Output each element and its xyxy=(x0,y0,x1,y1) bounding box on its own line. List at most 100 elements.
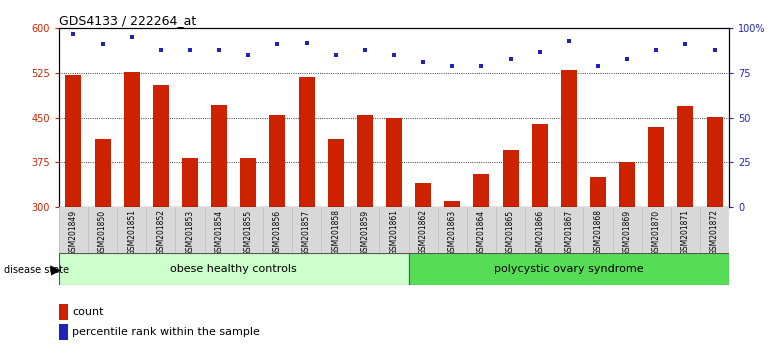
Bar xyxy=(240,158,256,207)
Bar xyxy=(525,207,554,253)
Point xyxy=(212,47,225,53)
Text: GSM201864: GSM201864 xyxy=(477,210,486,256)
Point xyxy=(329,52,342,58)
Bar xyxy=(641,207,671,253)
Bar xyxy=(677,106,693,207)
Bar xyxy=(503,150,518,207)
Point xyxy=(650,47,662,53)
Bar xyxy=(706,116,723,207)
Bar xyxy=(205,207,234,253)
Text: GSM201852: GSM201852 xyxy=(156,210,165,255)
Bar xyxy=(211,104,227,207)
Text: GSM201863: GSM201863 xyxy=(448,210,457,256)
Point xyxy=(154,47,167,53)
Text: GSM201871: GSM201871 xyxy=(681,210,690,255)
Point xyxy=(533,49,546,55)
Text: GSM201854: GSM201854 xyxy=(215,210,223,256)
Bar xyxy=(408,207,437,253)
Bar xyxy=(583,207,612,253)
Text: obese healthy controls: obese healthy controls xyxy=(170,264,297,274)
Bar xyxy=(176,207,205,253)
Bar xyxy=(619,162,635,207)
Point xyxy=(242,52,255,58)
Bar xyxy=(147,207,176,253)
Bar xyxy=(59,207,88,253)
Point xyxy=(271,41,284,47)
Bar xyxy=(153,85,169,207)
Bar xyxy=(95,138,111,207)
Text: polycystic ovary syndrome: polycystic ovary syndrome xyxy=(494,264,644,274)
Text: GSM201849: GSM201849 xyxy=(69,210,78,256)
Bar xyxy=(700,207,729,253)
Bar xyxy=(321,207,350,253)
Bar xyxy=(561,70,577,207)
Bar xyxy=(182,158,198,207)
Text: GSM201865: GSM201865 xyxy=(506,210,515,256)
Text: count: count xyxy=(72,307,103,317)
Text: percentile rank within the sample: percentile rank within the sample xyxy=(72,327,260,337)
Text: GSM201869: GSM201869 xyxy=(622,210,632,256)
Point xyxy=(417,59,430,65)
Point xyxy=(446,63,459,69)
Bar xyxy=(415,183,431,207)
Bar xyxy=(554,207,583,253)
Bar xyxy=(386,118,402,207)
Bar xyxy=(59,253,408,285)
Point xyxy=(300,40,313,45)
Point xyxy=(125,34,138,40)
Text: GSM201867: GSM201867 xyxy=(564,210,573,256)
Bar xyxy=(124,72,140,207)
Text: GSM201857: GSM201857 xyxy=(302,210,311,256)
Bar xyxy=(357,115,373,207)
Point xyxy=(183,47,196,53)
Point xyxy=(592,63,604,69)
Bar xyxy=(263,207,292,253)
Point xyxy=(475,63,488,69)
Text: disease state: disease state xyxy=(4,265,69,275)
Text: GSM201868: GSM201868 xyxy=(593,210,602,255)
Bar xyxy=(445,201,460,207)
Text: GSM201855: GSM201855 xyxy=(244,210,252,256)
Bar xyxy=(532,124,548,207)
Text: GSM201866: GSM201866 xyxy=(535,210,544,256)
Point xyxy=(387,52,400,58)
Bar xyxy=(590,177,606,207)
Bar xyxy=(379,207,408,253)
Point xyxy=(621,56,633,62)
Text: GSM201856: GSM201856 xyxy=(273,210,282,256)
Text: GSM201870: GSM201870 xyxy=(652,210,661,256)
Bar xyxy=(496,207,525,253)
Text: GSM201862: GSM201862 xyxy=(419,210,427,255)
Bar xyxy=(408,253,729,285)
Bar xyxy=(466,207,496,253)
Point xyxy=(679,41,691,47)
Text: GSM201851: GSM201851 xyxy=(127,210,136,255)
Bar xyxy=(234,207,263,253)
Text: ▶: ▶ xyxy=(51,264,60,276)
Bar xyxy=(648,127,664,207)
Point xyxy=(358,47,371,53)
Bar xyxy=(88,207,117,253)
Point xyxy=(563,38,575,44)
Bar xyxy=(328,138,343,207)
Bar xyxy=(299,76,314,207)
Bar xyxy=(65,75,82,207)
Text: GSM201859: GSM201859 xyxy=(361,210,369,256)
Bar xyxy=(350,207,379,253)
Bar xyxy=(270,115,285,207)
Point xyxy=(504,56,517,62)
Point xyxy=(67,31,80,36)
Text: GSM201853: GSM201853 xyxy=(186,210,194,256)
Bar xyxy=(474,174,489,207)
Bar xyxy=(437,207,466,253)
Bar xyxy=(612,207,641,253)
Text: GSM201858: GSM201858 xyxy=(331,210,340,255)
Bar xyxy=(292,207,321,253)
Text: GSM201861: GSM201861 xyxy=(390,210,398,255)
Text: GSM201850: GSM201850 xyxy=(98,210,107,256)
Point xyxy=(96,41,109,47)
Text: GDS4133 / 222264_at: GDS4133 / 222264_at xyxy=(59,14,196,27)
Point xyxy=(708,47,720,53)
Text: GSM201872: GSM201872 xyxy=(710,210,719,255)
Bar xyxy=(117,207,147,253)
